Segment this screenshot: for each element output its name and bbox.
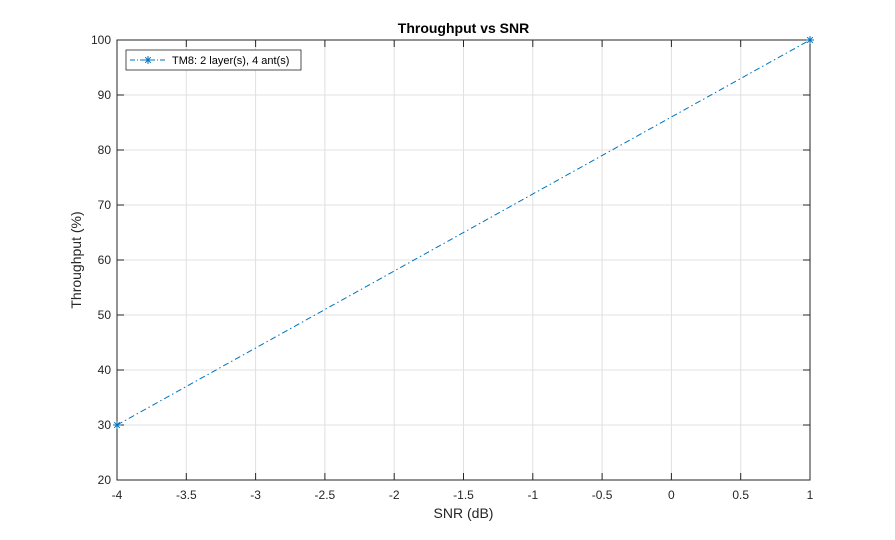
asterisk-stroke [113,421,121,429]
x-tick-label: -1.5 [453,488,474,502]
x-tick-label: -1 [527,488,538,502]
y-tick-label: 90 [98,88,112,102]
y-tick-label: 30 [98,418,112,432]
x-axis-label: SNR (dB) [434,505,494,521]
y-tick-label: 50 [98,308,112,322]
x-tick-label: 0.5 [732,488,749,502]
asterisk-stroke [806,36,814,44]
y-tick-label: 20 [98,473,112,487]
x-tick-label: -0.5 [592,488,613,502]
y-axis-label: Throughput (%) [68,211,84,308]
y-tick-label: 70 [98,198,112,212]
legend-asterisk [144,56,152,64]
x-tick-label: 1 [807,488,814,502]
x-tick-label: 0 [668,488,675,502]
data-point [113,421,121,429]
legend-entry-label: TM8: 2 layer(s), 4 ant(s) [172,55,289,67]
chart-title: Throughput vs SNR [398,20,529,36]
x-tick-label: -3.5 [176,488,197,502]
series-line [116,39,811,426]
x-tick-label: -2.5 [315,488,336,502]
y-tick-label: 80 [98,143,112,157]
series-layer [113,36,814,429]
x-tick-label: -2 [389,488,400,502]
y-tick-label: 100 [91,33,111,47]
axis-ticks: -4 -3.5 -3 -2.5 -2 -1.5 -1 -0.5 0 0.5 1 20 30 40 50 60 7… [91,33,814,502]
asterisk-stroke [144,56,152,64]
y-tick-label: 60 [98,253,112,267]
y-tick-label: 40 [98,363,112,377]
grid-lines [117,40,810,480]
x-tick-label: -4 [112,488,123,502]
legend: TM8: 2 layer(s), 4 ant(s) [125,49,302,71]
legend-box [125,49,302,71]
legend-marker-asterisk-icon [144,56,152,64]
data-point [806,36,814,44]
x-tick-label: -3 [250,488,261,502]
